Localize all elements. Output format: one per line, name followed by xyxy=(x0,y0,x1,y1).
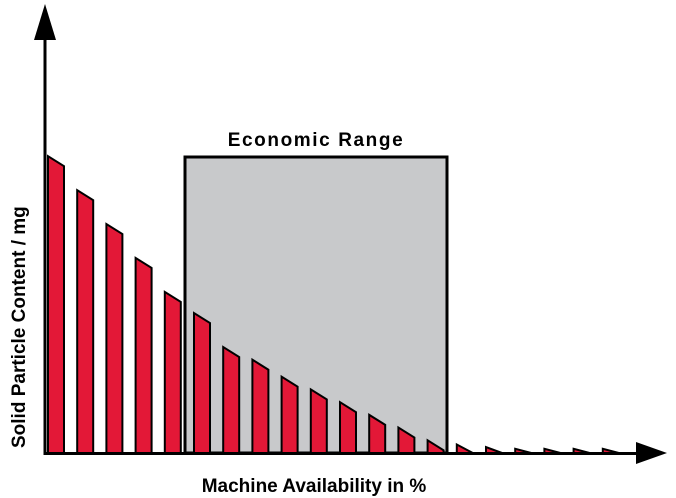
bar-15 xyxy=(455,442,474,454)
bar-5 xyxy=(163,290,182,454)
bar-8 xyxy=(251,357,270,454)
x-axis-arrow-icon xyxy=(636,442,667,464)
economic-range-label: Economic Range xyxy=(228,130,405,151)
y-axis-label: Solid Particle Content / mg xyxy=(9,206,30,448)
x-axis-label: Machine Availability in % xyxy=(202,476,427,497)
bar-1 xyxy=(47,154,65,454)
bar-3 xyxy=(105,222,124,454)
bar-10 xyxy=(309,387,328,454)
bar-7 xyxy=(222,345,241,454)
bar-9 xyxy=(280,374,299,454)
bar-11 xyxy=(339,400,357,454)
bar-4 xyxy=(134,256,153,454)
y-axis-arrow-icon xyxy=(34,4,56,40)
bar-6 xyxy=(193,311,211,454)
axes xyxy=(34,4,667,464)
bar-2 xyxy=(76,188,95,454)
